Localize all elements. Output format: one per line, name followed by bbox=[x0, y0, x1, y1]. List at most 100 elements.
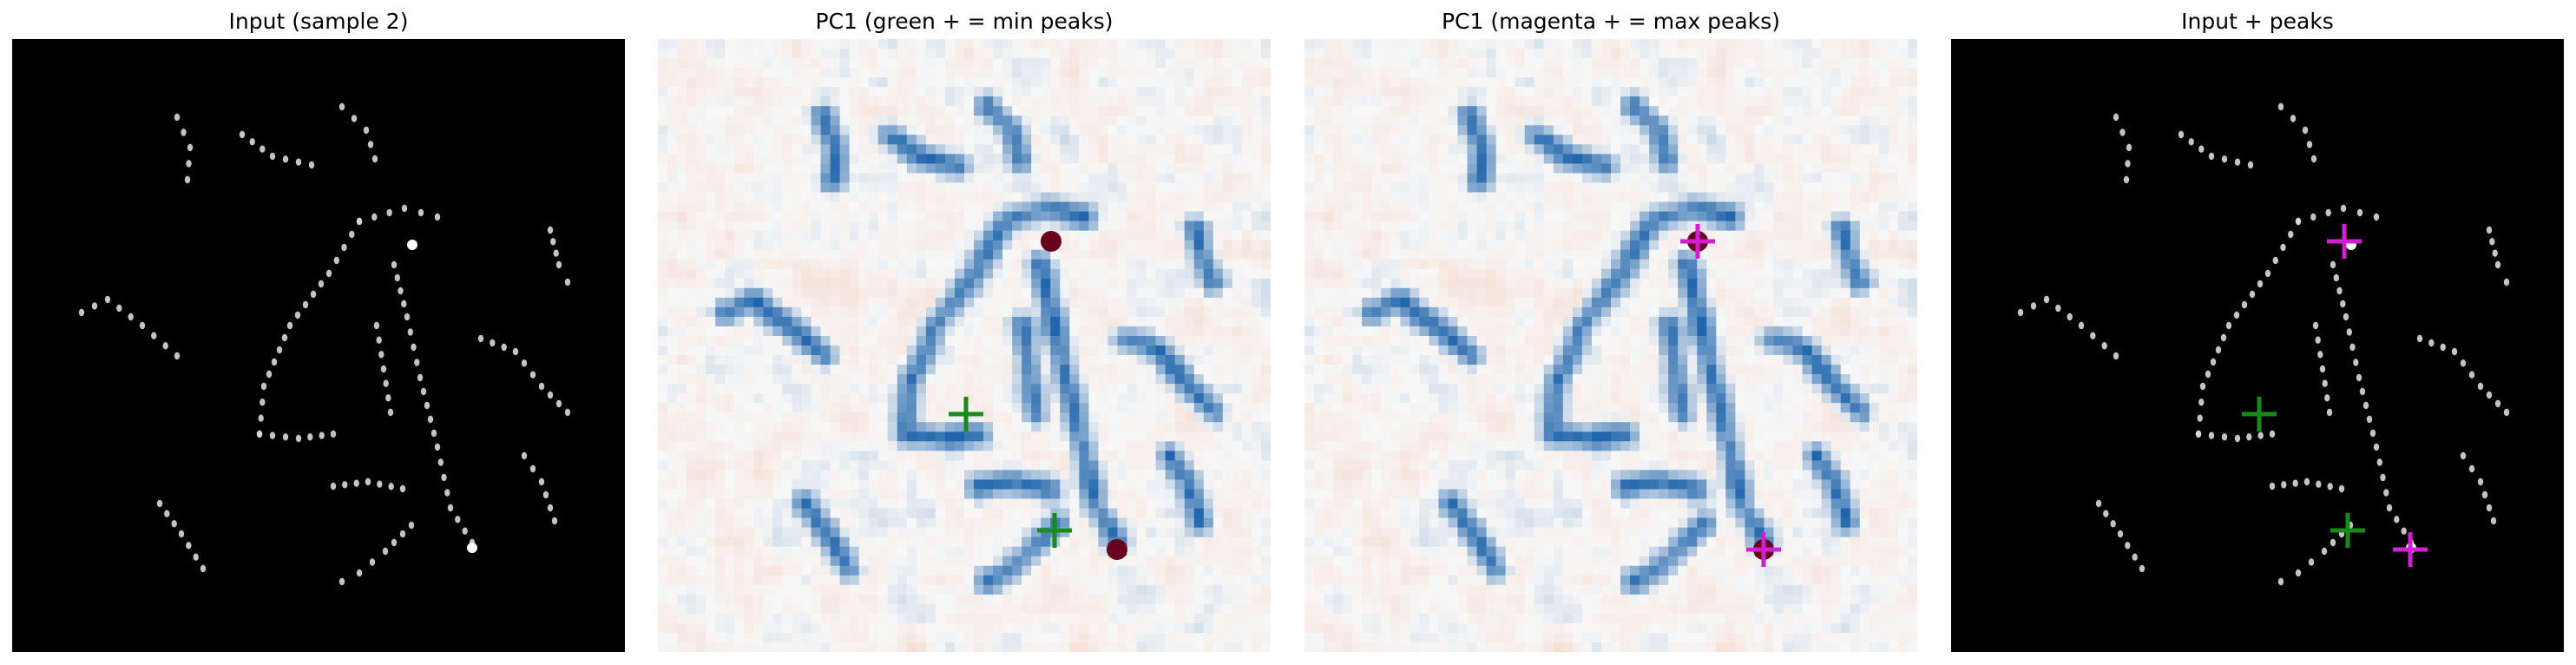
heatmap-cell bbox=[897, 249, 908, 260]
heatmap-cell bbox=[687, 58, 697, 69]
heatmap-cell bbox=[1203, 365, 1214, 375]
heatmap-cell bbox=[868, 412, 879, 423]
heatmap-cell bbox=[858, 163, 870, 174]
heatmap-cell bbox=[1155, 412, 1166, 423]
heatmap-cell bbox=[1069, 498, 1080, 510]
heatmap-cell bbox=[1630, 49, 1640, 59]
heatmap-cell bbox=[1146, 68, 1157, 78]
heatmap-cell bbox=[1136, 632, 1147, 643]
heatmap-cell bbox=[1174, 622, 1186, 634]
heatmap-cell bbox=[734, 163, 745, 174]
heatmap-cell bbox=[1022, 68, 1032, 78]
heatmap-cell bbox=[1117, 39, 1128, 49]
heatmap-cell bbox=[954, 431, 965, 442]
heatmap-cell bbox=[1232, 365, 1243, 375]
heatmap-cell bbox=[1203, 249, 1214, 260]
heatmap-cell bbox=[1543, 115, 1554, 126]
heatmap-cell bbox=[887, 498, 898, 510]
heatmap-cell bbox=[744, 163, 754, 174]
heatmap-cell bbox=[763, 537, 773, 548]
heatmap-cell bbox=[1155, 230, 1166, 241]
heatmap-cell bbox=[1457, 106, 1469, 116]
heatmap-cell bbox=[1241, 393, 1252, 404]
heatmap-cell bbox=[887, 546, 898, 557]
heatmap-cell bbox=[1850, 77, 1861, 88]
heatmap-cell bbox=[1505, 77, 1516, 88]
heatmap-cell bbox=[1050, 346, 1061, 356]
heatmap-cell bbox=[1022, 230, 1032, 241]
heatmap-cell bbox=[1088, 287, 1100, 299]
heatmap-cell bbox=[725, 489, 735, 500]
heatmap-cell bbox=[839, 144, 851, 155]
heatmap-cell bbox=[1314, 115, 1324, 126]
heatmap-cell bbox=[658, 403, 668, 413]
bead-dot bbox=[200, 564, 207, 573]
heatmap-cell bbox=[1002, 546, 1013, 557]
heatmap-cell bbox=[935, 316, 946, 327]
heatmap-cell bbox=[706, 603, 716, 615]
heatmap-cell bbox=[715, 115, 726, 126]
heatmap-cell bbox=[935, 58, 946, 69]
heatmap-cell bbox=[677, 278, 687, 289]
heatmap-cell bbox=[725, 575, 735, 586]
heatmap-cell bbox=[1107, 479, 1119, 491]
heatmap-cell bbox=[1107, 144, 1119, 155]
heatmap-cell bbox=[1232, 527, 1243, 538]
heatmap-cell bbox=[925, 613, 936, 624]
heatmap-cell bbox=[1716, 58, 1726, 69]
heatmap-cell bbox=[1260, 221, 1271, 232]
heatmap-cell bbox=[1562, 39, 1574, 49]
heatmap-cell bbox=[677, 115, 687, 126]
heatmap-cell bbox=[954, 154, 965, 165]
heatmap-cell bbox=[753, 173, 764, 184]
heatmap-cell bbox=[820, 603, 831, 615]
heatmap-cell bbox=[1304, 87, 1315, 97]
heatmap-cell bbox=[734, 403, 745, 413]
heatmap-cell bbox=[1165, 365, 1176, 375]
heatmap-cell bbox=[1107, 642, 1119, 652]
heatmap-cell bbox=[1041, 135, 1051, 145]
heatmap-cell bbox=[839, 306, 851, 318]
heatmap-cell bbox=[763, 613, 773, 624]
heatmap-cell bbox=[820, 479, 831, 491]
heatmap-cell bbox=[687, 77, 697, 88]
heatmap-cell bbox=[1088, 259, 1100, 270]
heatmap-cell bbox=[772, 479, 784, 491]
heatmap-cell bbox=[811, 144, 822, 155]
heatmap-cell bbox=[658, 355, 668, 365]
heatmap-cell bbox=[1251, 489, 1262, 500]
heatmap-cell bbox=[858, 489, 870, 500]
heatmap-cell bbox=[1107, 249, 1119, 260]
heatmap-cell bbox=[1079, 594, 1090, 605]
heatmap-cell bbox=[839, 632, 851, 643]
heatmap-cell bbox=[1773, 77, 1784, 88]
heatmap-cell bbox=[974, 87, 984, 97]
heatmap-cell bbox=[706, 201, 716, 213]
heatmap-cell bbox=[1022, 365, 1032, 375]
heatmap-cell bbox=[1079, 201, 1090, 213]
heatmap-cell bbox=[706, 115, 716, 126]
heatmap-cell bbox=[1251, 422, 1262, 432]
heatmap-cell bbox=[772, 517, 784, 529]
heatmap-cell bbox=[677, 49, 687, 59]
heatmap-cell bbox=[734, 268, 745, 280]
heatmap-cell bbox=[839, 393, 851, 404]
heatmap-cell bbox=[1146, 221, 1157, 232]
heatmap-cell bbox=[801, 135, 812, 145]
heatmap-cell bbox=[1352, 96, 1363, 107]
heatmap-cell bbox=[1174, 355, 1186, 365]
heatmap-cell bbox=[1869, 49, 1880, 59]
heatmap-cell bbox=[1079, 297, 1090, 308]
heatmap-cell bbox=[983, 575, 994, 586]
heatmap-cell bbox=[1012, 431, 1022, 442]
heatmap-cell bbox=[696, 393, 706, 404]
heatmap-cell bbox=[1050, 546, 1061, 557]
heatmap-cell bbox=[1467, 96, 1478, 107]
heatmap-cell bbox=[1127, 422, 1138, 432]
heatmap-cell bbox=[1079, 374, 1090, 385]
heatmap-cell bbox=[974, 230, 984, 241]
heatmap-cell bbox=[1212, 422, 1224, 432]
heatmap-cell bbox=[715, 68, 726, 78]
heatmap-cell bbox=[1907, 115, 1917, 126]
heatmap-cell bbox=[1069, 632, 1080, 643]
